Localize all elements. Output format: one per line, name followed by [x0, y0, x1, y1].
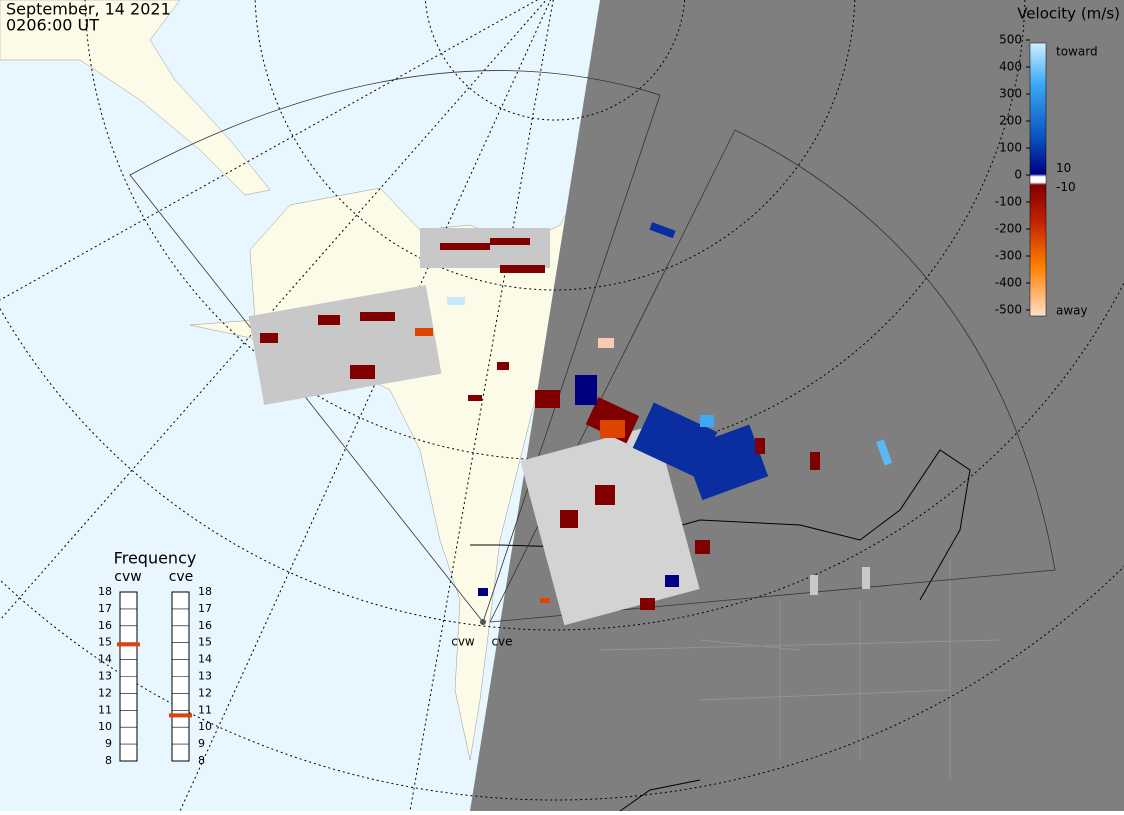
frequency-tick-label: 12: [198, 686, 212, 699]
frequency-tick-label: 13: [198, 670, 212, 683]
frequency-tick-label: 15: [98, 636, 112, 649]
frequency-tick-label: 14: [198, 653, 212, 666]
frequency-tick-label: 15: [198, 636, 212, 649]
radar-label: cve: [169, 569, 194, 585]
velocity-tick-label: -300: [995, 249, 1022, 263]
state-lines: [599, 560, 1001, 780]
velocity-tick-label: 100: [999, 141, 1022, 155]
frequency-tick-label: 11: [198, 703, 212, 716]
velocity-title: Velocity (m/s): [1017, 5, 1120, 23]
velocity-tick-label: 500: [999, 33, 1022, 47]
land-asia: [0, 0, 271, 196]
frequency-tick-label: 8: [198, 754, 205, 767]
frequency-tick-label: 14: [98, 653, 112, 666]
frequency-tick-label: 9: [198, 737, 205, 750]
velocity-tick-label: -500: [995, 303, 1022, 317]
frequency-tick-label: 12: [98, 686, 112, 699]
frequency-tick-label: 8: [105, 754, 112, 767]
frequency-tick-label: 9: [105, 737, 112, 750]
radar-fans: [129, 70, 1056, 623]
frequency-tick-label: 10: [98, 720, 112, 733]
frequency-tick-label: 16: [98, 619, 112, 632]
velocity-inner-label: -10: [1056, 180, 1076, 194]
velocity-tick-label: 200: [999, 114, 1022, 128]
frequency-tick-label: 18: [98, 585, 112, 598]
site-label: cve: [491, 635, 512, 649]
night-shading: [470, 0, 1124, 811]
toward-label: toward: [1056, 45, 1098, 59]
frequency-tick-label: 11: [98, 703, 112, 716]
time: 0206:00 UT: [6, 16, 99, 35]
velocity-tick-label: 300: [999, 87, 1022, 101]
velocity-tick-label: -400: [995, 276, 1022, 290]
colorbar: [1029, 42, 1047, 317]
radar-site: [480, 619, 486, 625]
site-label: cvw: [451, 635, 475, 649]
frequency-tick-label: 10: [198, 720, 212, 733]
frequency-title: Frequency: [114, 549, 197, 568]
velocity-tick-label: -200: [995, 222, 1022, 236]
radar-cells: [248, 222, 893, 626]
frequency-tick-label: 17: [198, 602, 212, 615]
velocity-tick-label: 0: [1014, 168, 1022, 182]
velocity-inner-label: 10: [1056, 161, 1071, 175]
velocity-tick-label: -100: [995, 195, 1022, 209]
frequency-tick-label: 18: [198, 585, 212, 598]
date: September, 14 2021: [6, 0, 171, 19]
frequency-tick-label: 16: [198, 619, 212, 632]
radar-label: cvw: [114, 569, 141, 585]
away-label: away: [1056, 304, 1088, 318]
velocity-tick-label: 400: [999, 60, 1022, 74]
frequency-tick-label: 13: [98, 670, 112, 683]
frequency-tick-label: 17: [98, 602, 112, 615]
